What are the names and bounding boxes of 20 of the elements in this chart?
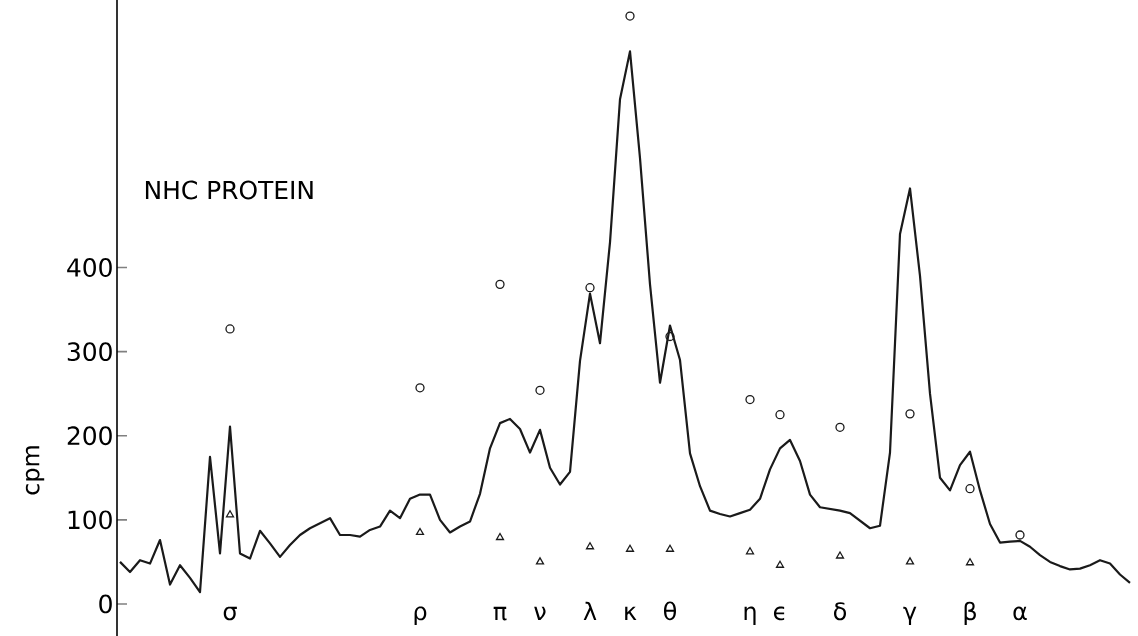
y-axis-title: cpm	[25, 446, 45, 495]
x-tick-label: σ	[223, 606, 237, 621]
y-tick-label: 300	[67, 342, 112, 362]
x-tick-label: ϵ	[773, 606, 785, 621]
x-tick-label: β	[964, 601, 976, 625]
x-tick-label: η	[744, 606, 756, 625]
y-tick-label: 0	[99, 594, 112, 614]
y-tick-label: 200	[67, 426, 112, 446]
x-tick-label: ν	[534, 606, 546, 620]
text: NHC PROTEIN	[145, 180, 313, 200]
x-tick-label: λ	[583, 601, 597, 620]
x-tick-label: κ	[625, 606, 637, 620]
x-tick-label: ρ	[414, 606, 427, 625]
x-tick-label: δ	[834, 602, 846, 621]
x-tick-label: θ	[664, 601, 676, 621]
x-tick-label: α	[1013, 606, 1027, 621]
x-tick-label: π	[493, 606, 507, 621]
y-tick-label: 400	[67, 258, 112, 277]
y-tick-label: 100	[68, 510, 112, 530]
x-tick-label: γ	[903, 606, 917, 625]
